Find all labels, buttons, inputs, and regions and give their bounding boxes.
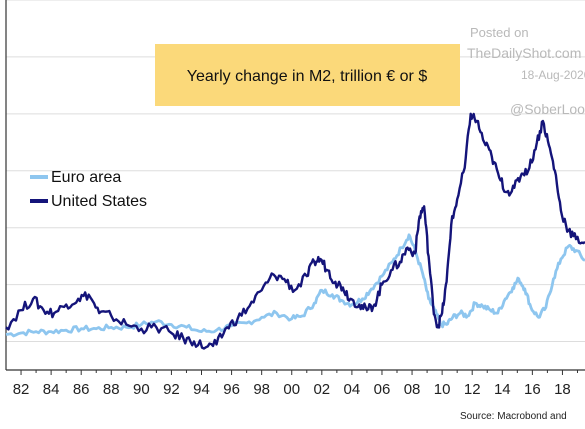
- x-tick-label: 84: [43, 381, 60, 398]
- watermark-posted: Posted on: [470, 25, 529, 40]
- x-axis-ticks: 82 84 86 88 90 92 94 96 98 00 02 04 06 08 10 12 14 16 18: [13, 370, 578, 398]
- x-tick-label: 82: [13, 381, 30, 398]
- x-tick-label: 00: [283, 381, 300, 398]
- x-tick-label: 08: [404, 381, 421, 398]
- watermark-handle: @SoberLook: [510, 101, 585, 117]
- x-tick-label: 90: [133, 381, 150, 398]
- x-tick-label: 86: [73, 381, 90, 398]
- x-tick-label: 06: [374, 381, 391, 398]
- watermark-site: TheDailyShot.com: [467, 45, 581, 61]
- x-tick-label: 88: [103, 381, 120, 398]
- x-tick-label: 96: [223, 381, 240, 398]
- x-tick-label: 94: [193, 381, 210, 398]
- x-tick-label: 18: [554, 381, 571, 398]
- series-line-euro-area: [5, 233, 585, 338]
- x-tick-label: 10: [434, 381, 451, 398]
- legend: Euro area United States: [30, 169, 147, 210]
- x-tick-label: 92: [163, 381, 180, 398]
- x-tick-label: 14: [494, 381, 511, 398]
- source-note: Source: Macrobond and: [460, 411, 567, 422]
- x-tick-label: 02: [313, 381, 330, 398]
- legend-label-united-states: United States: [51, 193, 147, 210]
- x-tick-label: 12: [464, 381, 481, 398]
- x-tick-label: 16: [524, 381, 541, 398]
- chart-title: Yearly change in M2, trillion € or $: [187, 68, 428, 85]
- watermark-date: 18-Aug-2020: [521, 68, 585, 82]
- x-tick-label: 04: [344, 381, 361, 398]
- title-box: [155, 44, 460, 106]
- legend-label-euro-area: Euro area: [51, 169, 121, 186]
- series-line-united-states: [5, 112, 585, 350]
- x-tick-label: 98: [253, 381, 270, 398]
- series-lines: [5, 112, 585, 350]
